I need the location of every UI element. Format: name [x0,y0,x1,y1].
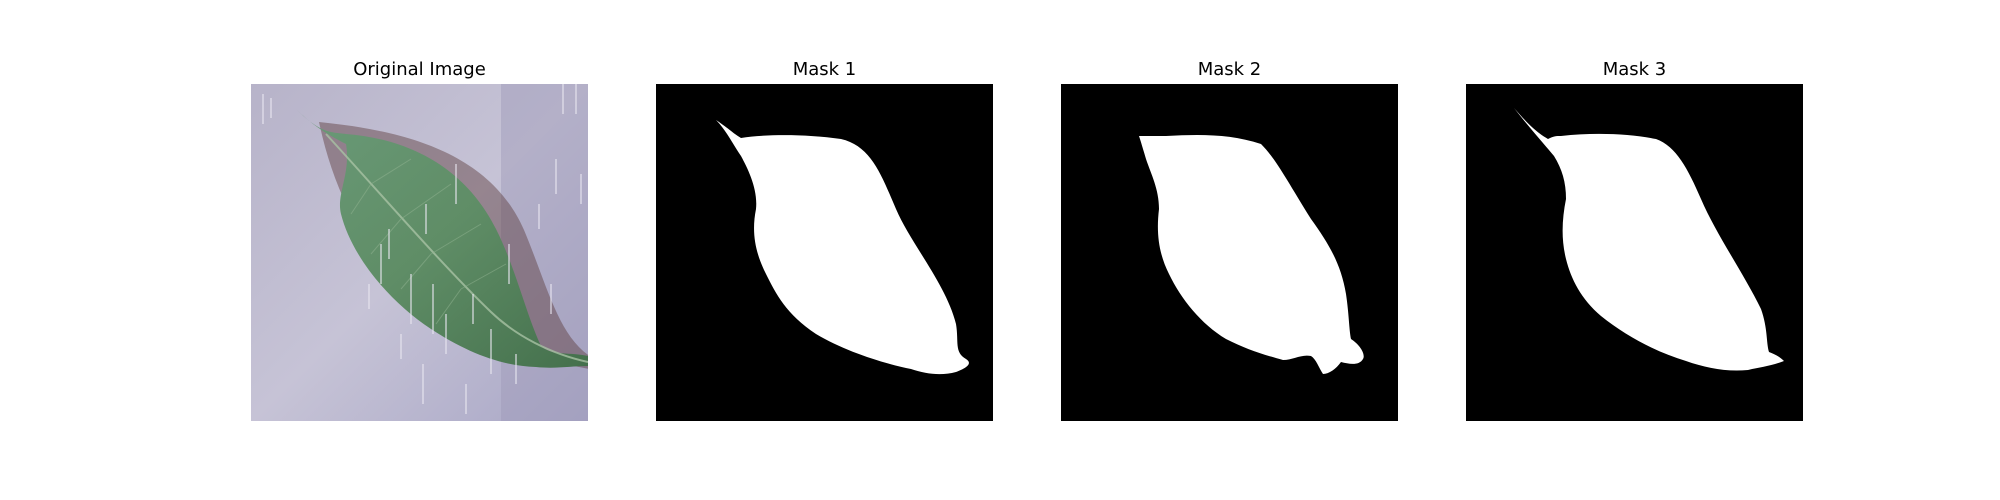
mask-2-image [1061,84,1398,421]
panel-title: Original Image [353,59,486,80]
mask-3-image [1466,84,1803,421]
panel-title: Mask 2 [1197,59,1262,80]
panel-title: Mask 3 [1602,59,1667,80]
panel-title: Mask 1 [792,59,857,80]
original-leaf-photo [251,84,588,421]
mask-1-image [656,84,993,421]
